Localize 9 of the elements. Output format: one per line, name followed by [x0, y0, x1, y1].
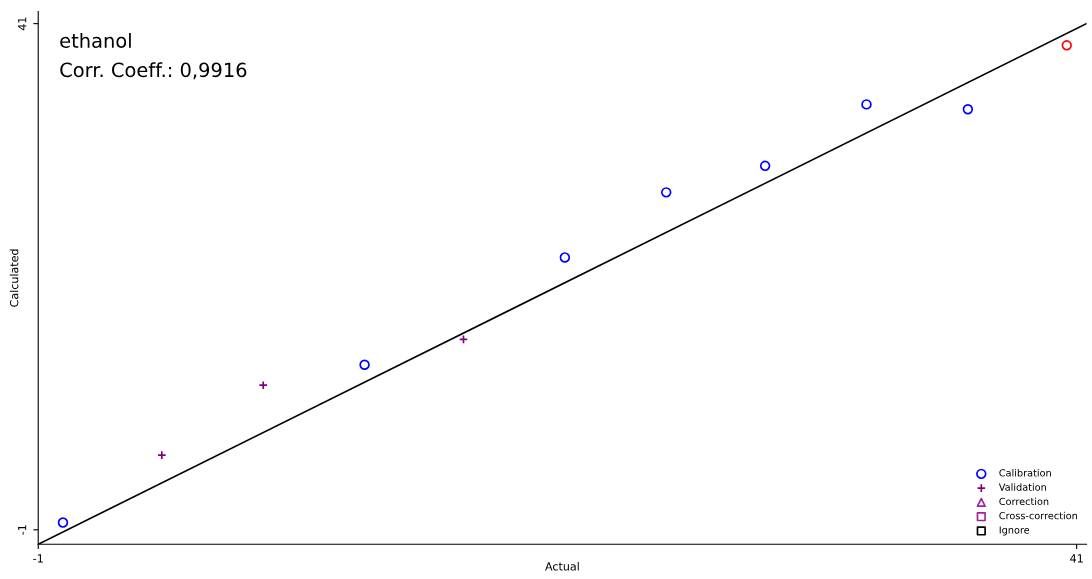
legend-label: Correction	[999, 497, 1049, 506]
annotation: Corr. Coeff.: 0,9916	[60, 62, 247, 80]
legend-label: Ignore	[999, 526, 1030, 536]
legend-label: Calibration	[999, 469, 1051, 477]
y-axis-title: Calculated	[9, 249, 19, 307]
annotation: ethanol	[60, 32, 131, 48]
legend-label: Cross-correction	[999, 511, 1077, 520]
x-axis-title: Actual	[545, 561, 579, 571]
legend-label: Validation	[998, 483, 1046, 491]
